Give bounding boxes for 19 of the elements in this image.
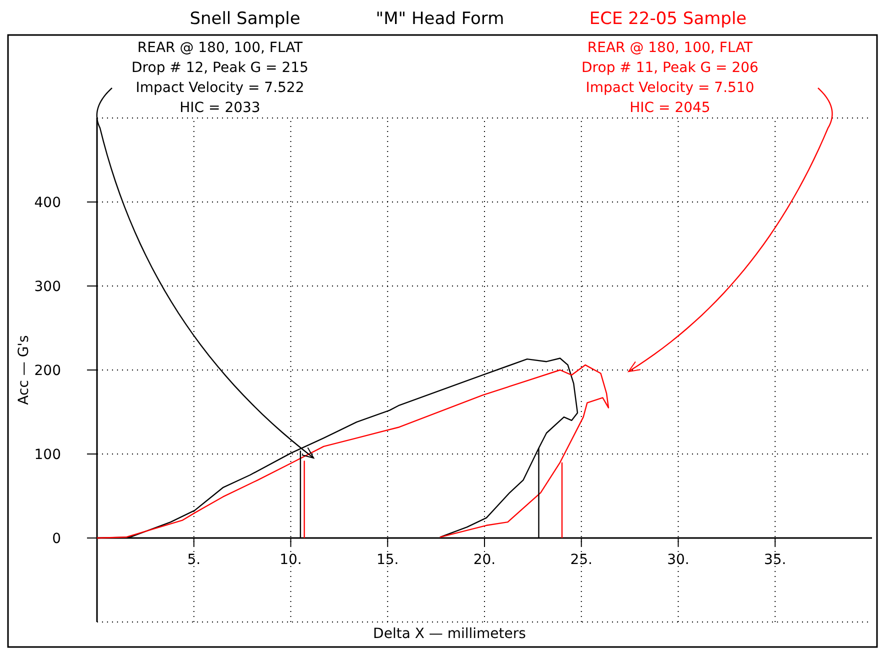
x-tick-label: 20. [473, 552, 496, 568]
text: ECE 22-05 Sample [589, 9, 747, 29]
y-tick-label: 0 [52, 531, 61, 547]
y-tick-label: 400 [34, 195, 61, 211]
text: REAR @ 180, 100, FLAT Drop # 11, Peak G = 206 Impact Velocity = 7.510 HIC = 2045 [582, 40, 759, 116]
text: REAR @ 180, 100, FLAT Drop # 12, Peak G = 215 Impact Velocity = 7.522 HIC = 2033 [132, 40, 308, 116]
text: Snell Sample [190, 9, 300, 29]
x-tick-label: 25. [570, 552, 593, 568]
x-tick-label: 30. [667, 552, 690, 568]
x-tick-label: 15. [376, 552, 399, 568]
y-axis-title: Acc — G's [16, 335, 32, 405]
chart-title: "M" Head Form [376, 9, 504, 29]
x-tick-label: 5. [187, 552, 201, 568]
x-axis-title: Delta X — millimeters [373, 626, 526, 642]
x-tick-label: 35. [764, 552, 786, 568]
x-tick-label: 10. [280, 552, 302, 568]
y-tick-label: 200 [34, 363, 61, 379]
y-tick-label: 300 [34, 279, 61, 295]
y-tick-label: 100 [34, 447, 61, 463]
